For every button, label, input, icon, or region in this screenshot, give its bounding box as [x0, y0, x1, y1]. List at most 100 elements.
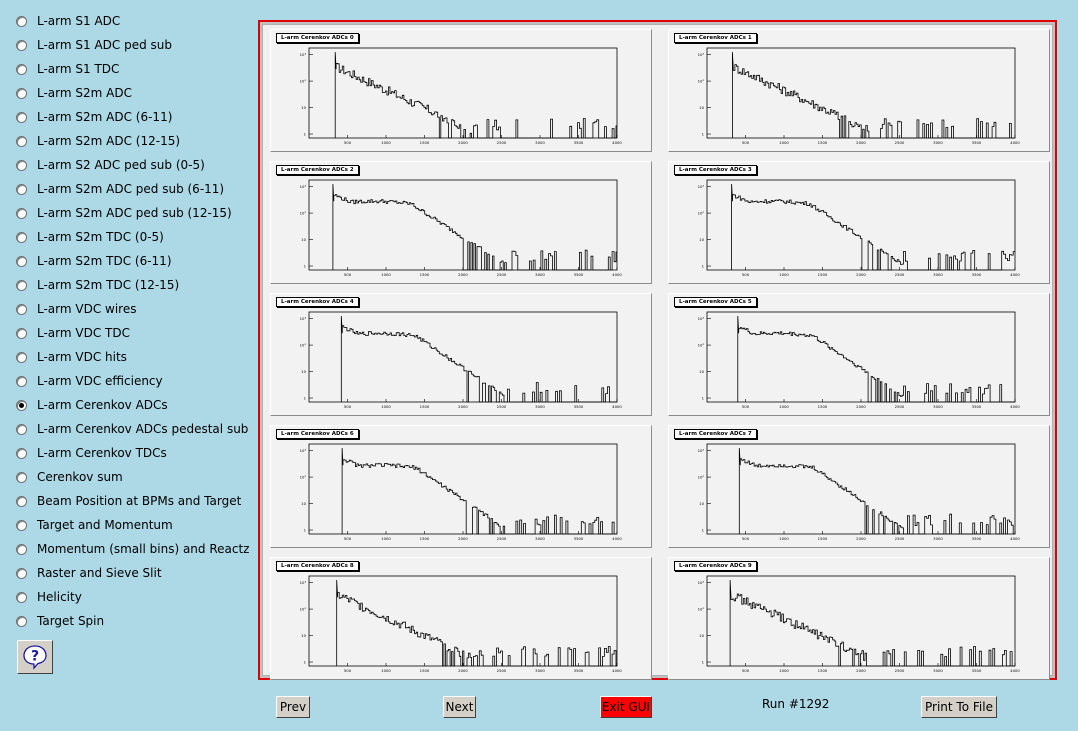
histogram-series [737, 315, 1015, 403]
radio-button[interactable] [16, 471, 27, 483]
y-tick-label: 1 [702, 395, 705, 400]
histogram-pad[interactable]: 500 1000 1500 2000 2500 3000 3500 4000 1 10 10² 10³… [270, 29, 652, 152]
radio-button[interactable] [16, 423, 27, 435]
x-tick-label: 1000 [381, 140, 391, 145]
y-tick-label: 10² [300, 78, 307, 83]
radio-button[interactable] [16, 111, 27, 123]
radio-item[interactable]: Momentum (small bins) and Reactz [16, 539, 249, 559]
radio-button[interactable] [16, 279, 27, 291]
radio-button[interactable] [16, 615, 27, 627]
radio-item[interactable]: Helicity [16, 587, 82, 607]
print-to-file-button[interactable]: Print To File [921, 696, 997, 718]
radio-item[interactable]: L-arm VDC TDC [16, 323, 130, 343]
x-tick-label: 500 [742, 140, 750, 145]
y-tick-label: 10 [699, 369, 704, 374]
radio-item[interactable]: L-arm S2 ADC ped sub (0-5) [16, 155, 205, 175]
radio-item[interactable]: L-arm S2m ADC (6-11) [16, 107, 172, 127]
radio-button[interactable] [16, 591, 27, 603]
next-button[interactable]: Next [443, 696, 476, 718]
histogram-pad[interactable]: 500 1000 1500 2000 2500 3000 3500 4000 1 10 10² 10³… [668, 293, 1050, 416]
radio-item[interactable]: L-arm S2m ADC ped sub (12-15) [16, 203, 232, 223]
radio-item[interactable]: L-arm S2m ADC (12-15) [16, 131, 180, 151]
histogram-series [731, 183, 1015, 271]
radio-button-selected[interactable] [16, 399, 27, 411]
histogram-pad[interactable]: 500 1000 1500 2000 2500 3000 3500 4000 1 10 10² 10³… [668, 29, 1050, 152]
radio-item[interactable]: Beam Position at BPMs and Target [16, 491, 241, 511]
x-tick-label: 1500 [818, 404, 828, 409]
x-tick-label: 2000 [856, 536, 866, 541]
radio-button[interactable] [16, 207, 27, 219]
radio-item[interactable]: L-arm Cerenkov ADCs pedestal sub [16, 419, 248, 439]
radio-label: L-arm S2m TDC (6-11) [37, 254, 172, 268]
radio-button[interactable] [16, 303, 27, 315]
x-tick-label: 3500 [972, 404, 982, 409]
radio-button[interactable] [16, 495, 27, 507]
radio-item[interactable]: L-arm S1 ADC [16, 11, 120, 31]
radio-label: L-arm Cerenkov TDCs [37, 446, 167, 460]
radio-item[interactable]: Target and Momentum [16, 515, 173, 535]
radio-item[interactable]: L-arm Cerenkov TDCs [16, 443, 167, 463]
radio-button[interactable] [16, 63, 27, 75]
radio-item[interactable]: L-arm S1 TDC [16, 59, 119, 79]
exit-gui-button[interactable]: Exit GUI [600, 696, 652, 718]
radio-button[interactable] [16, 87, 27, 99]
radio-item[interactable]: Raster and Sieve Slit [16, 563, 162, 583]
radio-item[interactable]: L-arm VDC hits [16, 347, 127, 367]
x-tick-label: 3500 [574, 272, 584, 277]
radio-button[interactable] [16, 39, 27, 51]
x-tick-label: 1500 [420, 404, 430, 409]
radio-button[interactable] [16, 159, 27, 171]
histogram-pad[interactable]: 500 1000 1500 2000 2500 3000 3500 4000 1 10 10² 10³… [270, 557, 652, 680]
radio-item[interactable]: L-arm VDC efficiency [16, 371, 163, 391]
y-tick-label: 1 [702, 659, 705, 664]
radio-item[interactable]: L-arm Cerenkov ADCs [16, 395, 168, 415]
histogram-pad[interactable]: 500 1000 1500 2000 2500 3000 3500 4000 1 10 10² 10³… [270, 293, 652, 416]
radio-item[interactable]: L-arm VDC wires [16, 299, 136, 319]
x-tick-label: 2500 [497, 668, 507, 673]
histogram-pad[interactable]: 500 1000 1500 2000 2500 3000 3500 4000 1 10 10² 10³… [270, 425, 652, 548]
histogram-pad[interactable]: 500 1000 1500 2000 2500 3000 3500 4000 1 10 10² 10³… [270, 161, 652, 284]
canvas-frame: 500 1000 1500 2000 2500 3000 3500 4000 1 10 10² 10³… [258, 20, 1057, 680]
x-tick-label: 1000 [779, 536, 789, 541]
radio-button[interactable] [16, 351, 27, 363]
radio-button[interactable] [16, 447, 27, 459]
radio-button[interactable] [16, 255, 27, 267]
radio-item[interactable]: L-arm S2m TDC (0-5) [16, 227, 164, 247]
radio-item[interactable]: Cerenkov sum [16, 467, 123, 487]
histogram-canvas[interactable]: 500 1000 1500 2000 2500 3000 3500 4000 1 10 10² 10³… [262, 24, 1053, 680]
x-tick-label: 1500 [818, 272, 828, 277]
radio-button[interactable] [16, 375, 27, 387]
radio-label: L-arm S2m ADC ped sub (6-11) [37, 182, 225, 196]
radio-button[interactable] [16, 567, 27, 579]
radio-button[interactable] [16, 15, 27, 27]
radio-button[interactable] [16, 135, 27, 147]
radio-button[interactable] [16, 519, 27, 531]
histogram-plot: 500 1000 1500 2000 2500 3000 3500 4000 1 10 10² 10³ [300, 311, 622, 409]
y-tick-label: 1 [304, 659, 307, 664]
radio-item[interactable]: L-arm S2m TDC (12-15) [16, 275, 179, 295]
x-tick-label: 3000 [535, 404, 545, 409]
y-tick-label: 10 [699, 633, 704, 638]
radio-item[interactable]: L-arm S2m TDC (6-11) [16, 251, 172, 271]
y-tick-label: 10 [301, 369, 306, 374]
pad-title: L-arm Cerenkov ADCs 0 [276, 33, 359, 43]
radio-item[interactable]: L-arm S1 ADC ped sub [16, 35, 172, 55]
help-button[interactable]: ? [17, 640, 53, 674]
radio-item[interactable]: L-arm S2m ADC [16, 83, 132, 103]
radio-button[interactable] [16, 231, 27, 243]
x-tick-label: 3500 [972, 668, 982, 673]
radio-button[interactable] [16, 183, 27, 195]
radio-button[interactable] [16, 327, 27, 339]
y-tick-label: 10³ [698, 448, 705, 453]
pad-title: L-arm Cerenkov ADCs 5 [674, 297, 757, 307]
histogram-pad[interactable]: 500 1000 1500 2000 2500 3000 3500 4000 1 10 10² 10³… [668, 557, 1050, 680]
histogram-pad[interactable]: 500 1000 1500 2000 2500 3000 3500 4000 1 10 10² 10³… [668, 161, 1050, 284]
radio-item[interactable]: L-arm S2m ADC ped sub (6-11) [16, 179, 224, 199]
radio-item[interactable]: Target Spin [16, 611, 104, 631]
radio-button[interactable] [16, 543, 27, 555]
histogram-pad[interactable]: 500 1000 1500 2000 2500 3000 3500 4000 1 10 10² 10³… [668, 425, 1050, 548]
x-tick-label: 4000 [612, 140, 622, 145]
x-tick-label: 500 [344, 272, 352, 277]
y-tick-label: 10³ [698, 184, 705, 189]
prev-button[interactable]: Prev [276, 696, 310, 718]
